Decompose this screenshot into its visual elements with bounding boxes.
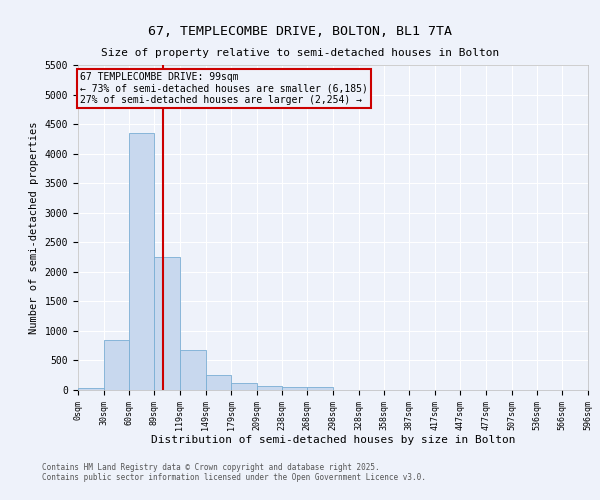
Text: 67 TEMPLECOMBE DRIVE: 99sqm
← 73% of semi-detached houses are smaller (6,185)
27: 67 TEMPLECOMBE DRIVE: 99sqm ← 73% of sem… (80, 72, 368, 106)
Text: Size of property relative to semi-detached houses in Bolton: Size of property relative to semi-detach… (101, 48, 499, 58)
Bar (307, 387, 333, 390)
Bar (130, 133, 154, 390)
Text: Contains HM Land Registry data © Crown copyright and database right 2025.
Contai: Contains HM Land Registry data © Crown c… (42, 463, 426, 482)
Bar (154, 257, 180, 390)
X-axis label: Distribution of semi-detached houses by size in Bolton: Distribution of semi-detached houses by … (151, 436, 515, 446)
Bar (180, 350, 205, 390)
Y-axis label: Number of semi-detached properties: Number of semi-detached properties (29, 121, 39, 334)
Bar (281, 387, 307, 390)
Bar (104, 340, 130, 390)
Text: 67, TEMPLECOMBE DRIVE, BOLTON, BL1 7TA: 67, TEMPLECOMBE DRIVE, BOLTON, BL1 7TA (148, 25, 452, 38)
Bar (231, 383, 257, 390)
Bar (257, 386, 281, 390)
Bar (205, 375, 231, 390)
Bar (78, 388, 104, 390)
